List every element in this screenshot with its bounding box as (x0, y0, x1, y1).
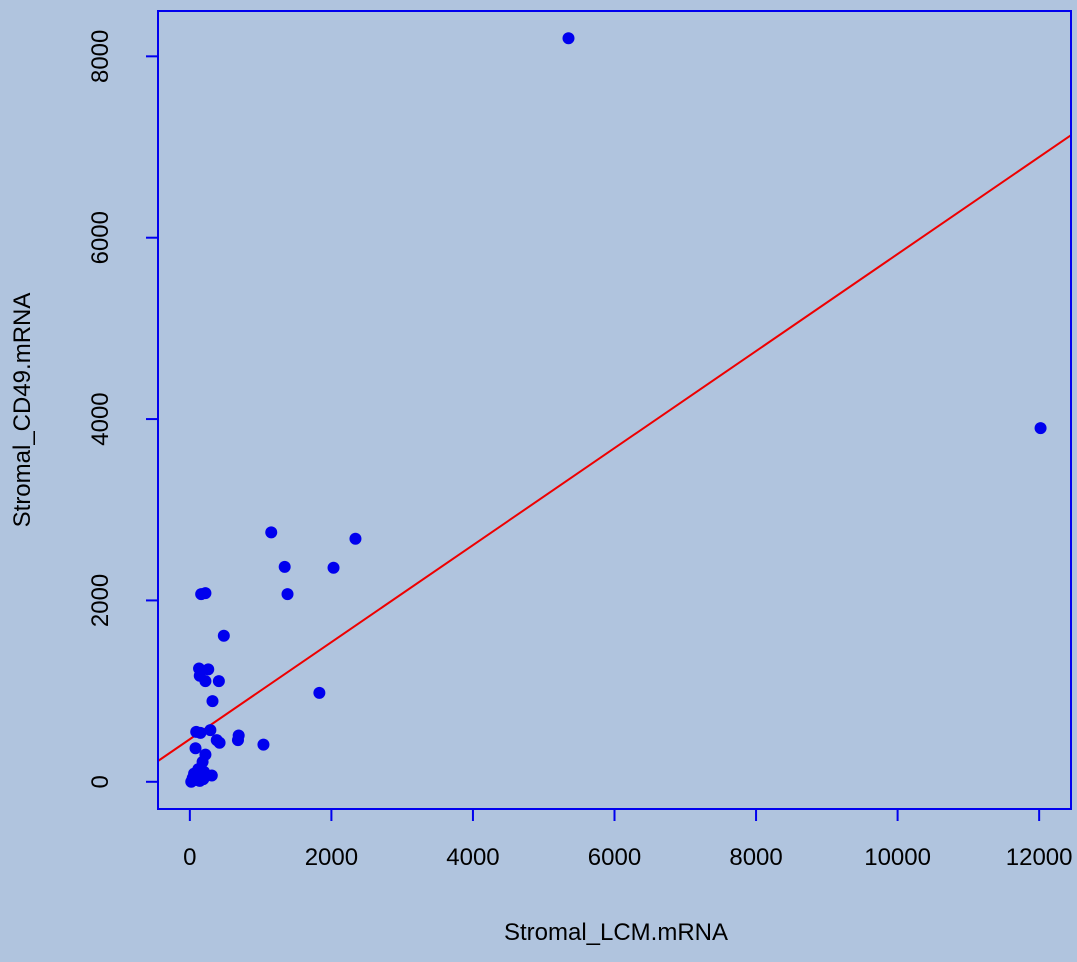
x-axis-title: Stromal_LCM.mRNA (504, 919, 728, 946)
data-point (212, 675, 225, 688)
data-point (199, 587, 212, 600)
data-point (281, 588, 294, 601)
data-point (199, 675, 212, 688)
y-axis-title: Stromal_CD49.mRNA (9, 293, 36, 528)
x-tick-label: 6000 (588, 844, 641, 871)
data-point (349, 532, 362, 545)
x-tick-label: 4000 (446, 844, 499, 871)
data-point (192, 767, 205, 780)
data-point (1034, 422, 1047, 435)
x-axis: 0 2000 4000 6000 8000 10000 12000 (183, 808, 1073, 871)
y-tick-label: 4000 (87, 392, 114, 445)
data-point (257, 738, 270, 751)
data-point (278, 560, 291, 573)
x-tick-label: 10000 (864, 844, 931, 871)
data-point (562, 32, 575, 45)
data-point (265, 526, 278, 539)
x-tick-label: 0 (183, 844, 196, 871)
data-point (213, 736, 226, 749)
x-tick-label: 2000 (305, 844, 358, 871)
data-point (327, 561, 340, 574)
regression-line (158, 134, 1071, 762)
data-point (206, 695, 219, 708)
y-tick-label: 0 (87, 775, 114, 788)
data-point (204, 724, 217, 737)
x-tick-label: 12000 (1006, 844, 1073, 871)
data-point (313, 686, 326, 699)
y-axis: 0 2000 4000 6000 8000 (87, 30, 159, 788)
y-tick-label: 2000 (87, 574, 114, 627)
data-point (231, 734, 244, 747)
x-tick-label: 8000 (729, 844, 782, 871)
data-point (189, 742, 202, 755)
y-tick-label: 6000 (87, 211, 114, 264)
data-point (217, 629, 230, 642)
data-point (194, 726, 207, 739)
y-tick-label: 8000 (87, 30, 114, 83)
data-point (202, 663, 215, 676)
